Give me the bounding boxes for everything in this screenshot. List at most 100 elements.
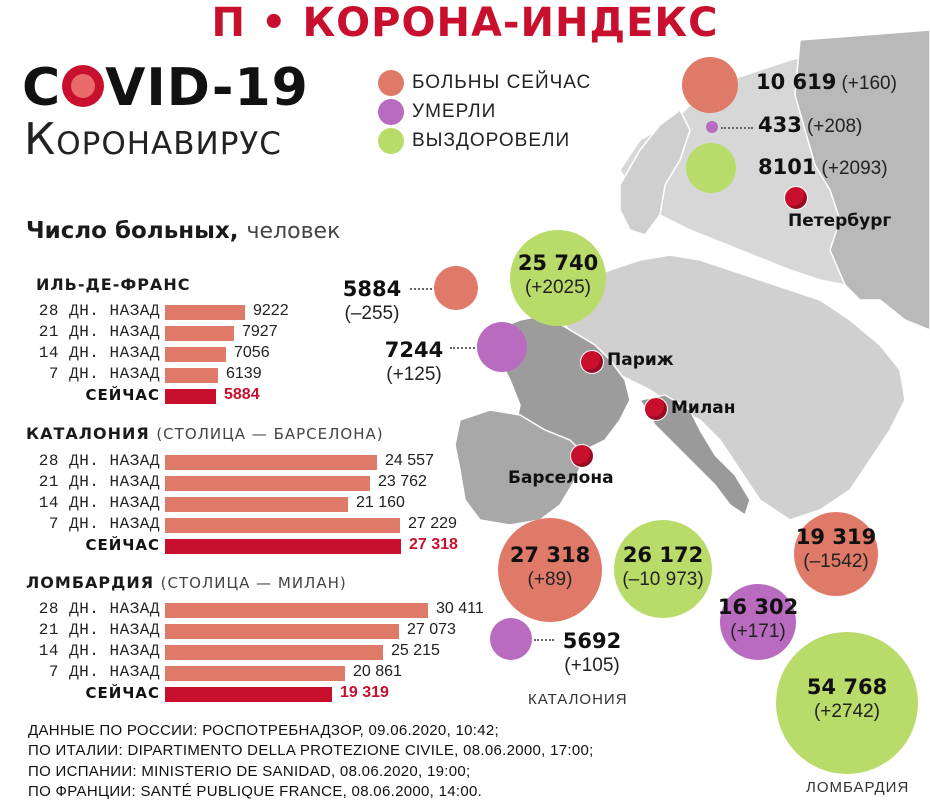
legend-dot-sick bbox=[378, 70, 404, 96]
bubble-label-russia-sick: 10 619 (+160) bbox=[756, 70, 897, 95]
bubble-russia-dead bbox=[706, 121, 718, 133]
bar-value-label: 27 318 bbox=[409, 536, 458, 553]
bar-ломбардия-1 bbox=[165, 624, 399, 639]
bubble-delta: (+105) bbox=[564, 655, 620, 677]
region-caption: (СТОЛИЦА — БАРСЕЛОНА) bbox=[156, 425, 384, 443]
bar-value-label: 20 861 bbox=[353, 663, 402, 680]
legend-dot-recovered bbox=[378, 128, 404, 154]
bar-каталония-2 bbox=[165, 497, 348, 512]
source-line-2: ПО ИТАЛИИ: DIPARTIMENTO DELLA PROTEZIONE… bbox=[28, 742, 594, 759]
bubble-label-lombardy-dead: 16 302 (+171) bbox=[710, 594, 806, 644]
map-land-scandinavia bbox=[619, 108, 691, 236]
bar-value-label: 27 073 bbox=[407, 621, 456, 638]
bubble-delta: (+160) bbox=[841, 73, 897, 94]
city-marker-milan bbox=[644, 397, 668, 421]
source-line-1: ДАННЫЕ ПО РОССИИ: РОСПОТРЕБНАДЗОР, 09.06… bbox=[28, 722, 500, 739]
bar-category-label: 21 ДН. НАЗАД bbox=[38, 621, 160, 639]
city-marker-petersburg bbox=[784, 186, 808, 210]
bar-ломбардия-4 bbox=[165, 687, 332, 702]
city-label-petersburg: Петербург bbox=[788, 211, 892, 231]
bubble-lombardy-dead bbox=[720, 584, 796, 660]
bar-ломбардия-2 bbox=[165, 645, 383, 660]
bubble-lombardy-recovered bbox=[776, 632, 918, 774]
map-land-central bbox=[559, 254, 906, 521]
bar-category-label: 21 ДН. НАЗАД bbox=[38, 473, 160, 491]
bar-каталония-4 bbox=[165, 539, 401, 554]
bubble-catalonia-dead bbox=[490, 618, 532, 660]
bar-value-label: 9222 bbox=[253, 302, 289, 319]
city-label-barcelona: Барселона bbox=[508, 468, 614, 488]
bar-category-label: 21 ДН. НАЗАД bbox=[38, 323, 160, 341]
bar-category-label: 7 ДН. НАЗАД bbox=[48, 663, 160, 681]
region-name: ИЛЬ-ДЕ-ФРАНС bbox=[36, 275, 191, 294]
legend-label-dead: УМЕРЛИ bbox=[412, 101, 497, 122]
section-unit: человек bbox=[246, 219, 341, 244]
bar-category-label: 7 ДН. НАЗАД bbox=[48, 365, 160, 383]
catalonia-caption: КАТАЛОНИЯ bbox=[528, 691, 628, 708]
bar-каталония-1 bbox=[165, 476, 370, 491]
bubble-catalonia-sick bbox=[498, 518, 602, 622]
bubble-delta: (–10 973) bbox=[622, 569, 704, 591]
bubble-label-france-dead: 7244 (+125) bbox=[374, 337, 454, 387]
bar-иль-де-франс-2 bbox=[165, 347, 226, 362]
bubble-number: 19 319 bbox=[795, 525, 877, 549]
bubble-lombardy-sick bbox=[794, 512, 878, 596]
source-line-3: ПО ИСПАНИИ: MINISTERIO DE SANIDAD, 08.06… bbox=[28, 763, 471, 780]
source-line-4: ПО ФРАНЦИИ: SANTÉ PUBLIQUE FRANCE, 08.06… bbox=[28, 783, 483, 800]
city-label-paris: Париж bbox=[607, 350, 674, 370]
leader-catalonia-dead bbox=[534, 639, 554, 641]
bar-value-label: 25 215 bbox=[391, 642, 440, 659]
city-marker-barcelona bbox=[570, 444, 594, 468]
lombardy-caption: ЛОМБАРДИЯ bbox=[806, 779, 910, 796]
bubble-number: 27 318 bbox=[509, 543, 591, 567]
bubble-label-france-recovered: 25 740 (+2025) bbox=[510, 250, 606, 300]
bubble-label-catalonia-recovered: 26 172 (–10 973) bbox=[606, 542, 720, 592]
bar-category-label: 14 ДН. НАЗАД bbox=[38, 494, 160, 512]
map-land-italy bbox=[638, 394, 751, 517]
bubble-number: 8101 bbox=[758, 155, 817, 179]
bubble-label-catalonia-dead: 5692 (+105) bbox=[552, 628, 632, 678]
bubble-number: 433 bbox=[758, 113, 802, 137]
city-label-milan: Милан bbox=[671, 398, 736, 418]
bubble-france-sick bbox=[434, 266, 478, 310]
bubble-delta: (+2093) bbox=[821, 158, 888, 179]
map-land-iberia bbox=[454, 409, 586, 526]
bar-value-label: 7056 bbox=[234, 344, 270, 361]
bubble-number: 5692 bbox=[562, 629, 622, 653]
bar-иль-де-франс-1 bbox=[165, 326, 234, 341]
section-title-text: Число больных, bbox=[26, 218, 239, 244]
bar-category-label: 28 ДН. НАЗАД bbox=[38, 600, 160, 618]
bubble-label-russia-dead: 433 (+208) bbox=[758, 113, 862, 138]
bar-value-label: 7927 bbox=[242, 323, 278, 340]
map-land-france bbox=[494, 314, 631, 451]
bubble-delta: (+89) bbox=[527, 569, 573, 591]
bubble-russia-recovered bbox=[686, 143, 736, 193]
bubble-delta: (+171) bbox=[730, 621, 786, 643]
region-name: КАТАЛОНИЯ bbox=[26, 424, 150, 443]
bubble-label-france-sick: 5884 (–255) bbox=[332, 276, 412, 326]
section-title: Число больных, человек bbox=[26, 218, 340, 244]
region-caption: (СТОЛИЦА — МИЛАН) bbox=[160, 574, 347, 592]
bubble-label-lombardy-sick: 19 319 (–1542) bbox=[784, 524, 888, 574]
bubble-delta: (+2025) bbox=[524, 277, 592, 299]
legend-label-recovered: ВЫЗДОРОВЕЛИ bbox=[412, 130, 571, 151]
bubble-number: 7244 bbox=[384, 338, 444, 362]
bar-каталония-0 bbox=[165, 455, 377, 470]
bar-value-label: 23 762 bbox=[378, 473, 427, 490]
page-header: П • КОРОНА-ИНДЕКС bbox=[211, 0, 719, 46]
leader-france-dead bbox=[450, 347, 475, 349]
bubble-label-russia-recovered: 8101 (+2093) bbox=[758, 155, 888, 180]
bubble-delta: (+208) bbox=[806, 116, 863, 137]
covid-c: C bbox=[22, 58, 62, 118]
bar-value-label: 21 160 bbox=[356, 494, 405, 511]
bar-ломбардия-3 bbox=[165, 666, 345, 681]
leader-russia-dead bbox=[721, 127, 753, 129]
bar-value-label: 19 319 bbox=[340, 684, 389, 701]
bubble-label-lombardy-recovered: 54 768 (+2742) bbox=[776, 674, 918, 724]
bubble-number: 26 172 bbox=[622, 543, 704, 567]
legend-label-sick: БОЛЬНЫ СЕЙЧАС bbox=[412, 72, 592, 93]
bar-каталония-3 bbox=[165, 518, 400, 533]
region-header-idf: ИЛЬ-ДЕ-ФРАНС bbox=[36, 275, 190, 294]
bar-value-label: 27 229 bbox=[408, 515, 457, 532]
